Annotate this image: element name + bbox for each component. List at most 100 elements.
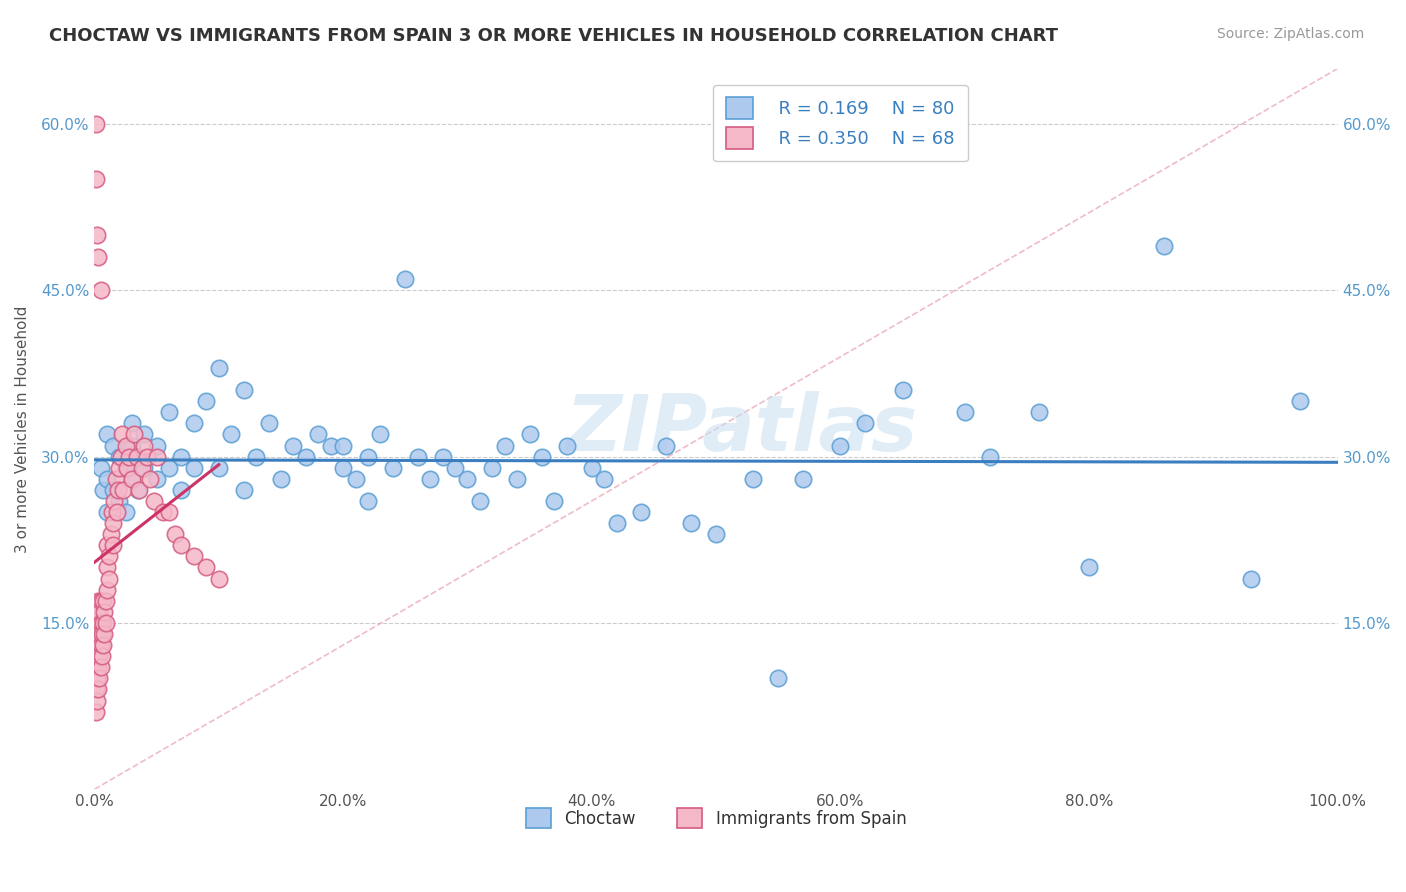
- Point: [655, 438, 678, 452]
- Point: [115, 460, 138, 475]
- Point: [195, 394, 218, 409]
- Point: [232, 483, 254, 497]
- Point: [555, 438, 578, 452]
- Point: [96, 505, 118, 519]
- Point: [96, 582, 118, 597]
- Point: [90, 660, 112, 674]
- Point: [84, 117, 107, 131]
- Point: [165, 527, 187, 541]
- Point: [357, 450, 380, 464]
- Point: [766, 671, 789, 685]
- Point: [830, 438, 852, 452]
- Point: [681, 516, 703, 530]
- Point: [96, 427, 118, 442]
- Point: [127, 483, 149, 497]
- Point: [1239, 572, 1261, 586]
- Point: [1078, 560, 1101, 574]
- Point: [96, 538, 118, 552]
- Point: [107, 483, 129, 497]
- Point: [183, 460, 205, 475]
- Point: [170, 538, 193, 552]
- Point: [183, 549, 205, 564]
- Point: [208, 572, 231, 586]
- Point: [332, 460, 354, 475]
- Point: [87, 615, 110, 630]
- Point: [96, 472, 118, 486]
- Point: [110, 450, 132, 464]
- Point: [108, 450, 131, 464]
- Point: [630, 505, 652, 519]
- Point: [84, 172, 107, 186]
- Point: [494, 438, 516, 452]
- Point: [581, 460, 603, 475]
- Point: [128, 483, 150, 497]
- Point: [481, 460, 503, 475]
- Point: [134, 438, 156, 452]
- Point: [953, 405, 976, 419]
- Point: [94, 593, 117, 607]
- Point: [245, 450, 267, 464]
- Point: [90, 593, 112, 607]
- Point: [792, 472, 814, 486]
- Point: [183, 417, 205, 431]
- Point: [530, 450, 553, 464]
- Point: [332, 438, 354, 452]
- Point: [370, 427, 392, 442]
- Point: [114, 505, 136, 519]
- Point: [91, 483, 114, 497]
- Point: [134, 460, 156, 475]
- Point: [543, 494, 565, 508]
- Point: [101, 438, 124, 452]
- Point: [139, 472, 162, 486]
- Point: [94, 615, 117, 630]
- Point: [145, 438, 167, 452]
- Point: [108, 494, 131, 508]
- Point: [90, 649, 112, 664]
- Text: CHOCTAW VS IMMIGRANTS FROM SPAIN 3 OR MORE VEHICLES IN HOUSEHOLD CORRELATION CHA: CHOCTAW VS IMMIGRANTS FROM SPAIN 3 OR MO…: [49, 27, 1059, 45]
- Point: [90, 627, 112, 641]
- Point: [86, 671, 108, 685]
- Point: [283, 438, 305, 452]
- Point: [891, 383, 914, 397]
- Point: [90, 638, 112, 652]
- Point: [86, 649, 108, 664]
- Point: [979, 450, 1001, 464]
- Point: [121, 438, 143, 452]
- Point: [98, 572, 121, 586]
- Point: [84, 660, 107, 674]
- Point: [257, 417, 280, 431]
- Point: [96, 560, 118, 574]
- Point: [742, 472, 765, 486]
- Point: [506, 472, 529, 486]
- Point: [111, 427, 134, 442]
- Point: [89, 649, 111, 664]
- Point: [606, 516, 628, 530]
- Point: [1028, 405, 1050, 419]
- Point: [87, 250, 110, 264]
- Point: [91, 615, 114, 630]
- Point: [86, 627, 108, 641]
- Point: [381, 460, 404, 475]
- Text: ZIPatlas: ZIPatlas: [565, 391, 917, 467]
- Point: [84, 682, 107, 697]
- Point: [152, 505, 174, 519]
- Point: [270, 472, 292, 486]
- Point: [93, 627, 115, 641]
- Point: [90, 615, 112, 630]
- Point: [344, 472, 367, 486]
- Point: [157, 460, 180, 475]
- Point: [90, 460, 112, 475]
- Point: [145, 472, 167, 486]
- Point: [89, 605, 111, 619]
- Point: [84, 705, 107, 719]
- Point: [114, 438, 136, 452]
- Point: [195, 560, 218, 574]
- Point: [394, 272, 416, 286]
- Point: [121, 472, 143, 486]
- Point: [307, 427, 329, 442]
- Point: [131, 460, 153, 475]
- Point: [104, 472, 127, 486]
- Point: [319, 438, 342, 452]
- Point: [444, 460, 467, 475]
- Point: [84, 638, 107, 652]
